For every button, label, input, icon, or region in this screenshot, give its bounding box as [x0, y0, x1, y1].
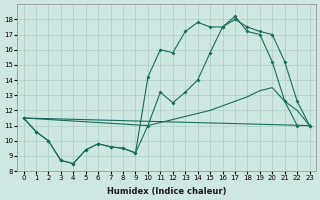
X-axis label: Humidex (Indice chaleur): Humidex (Indice chaleur) — [107, 187, 226, 196]
